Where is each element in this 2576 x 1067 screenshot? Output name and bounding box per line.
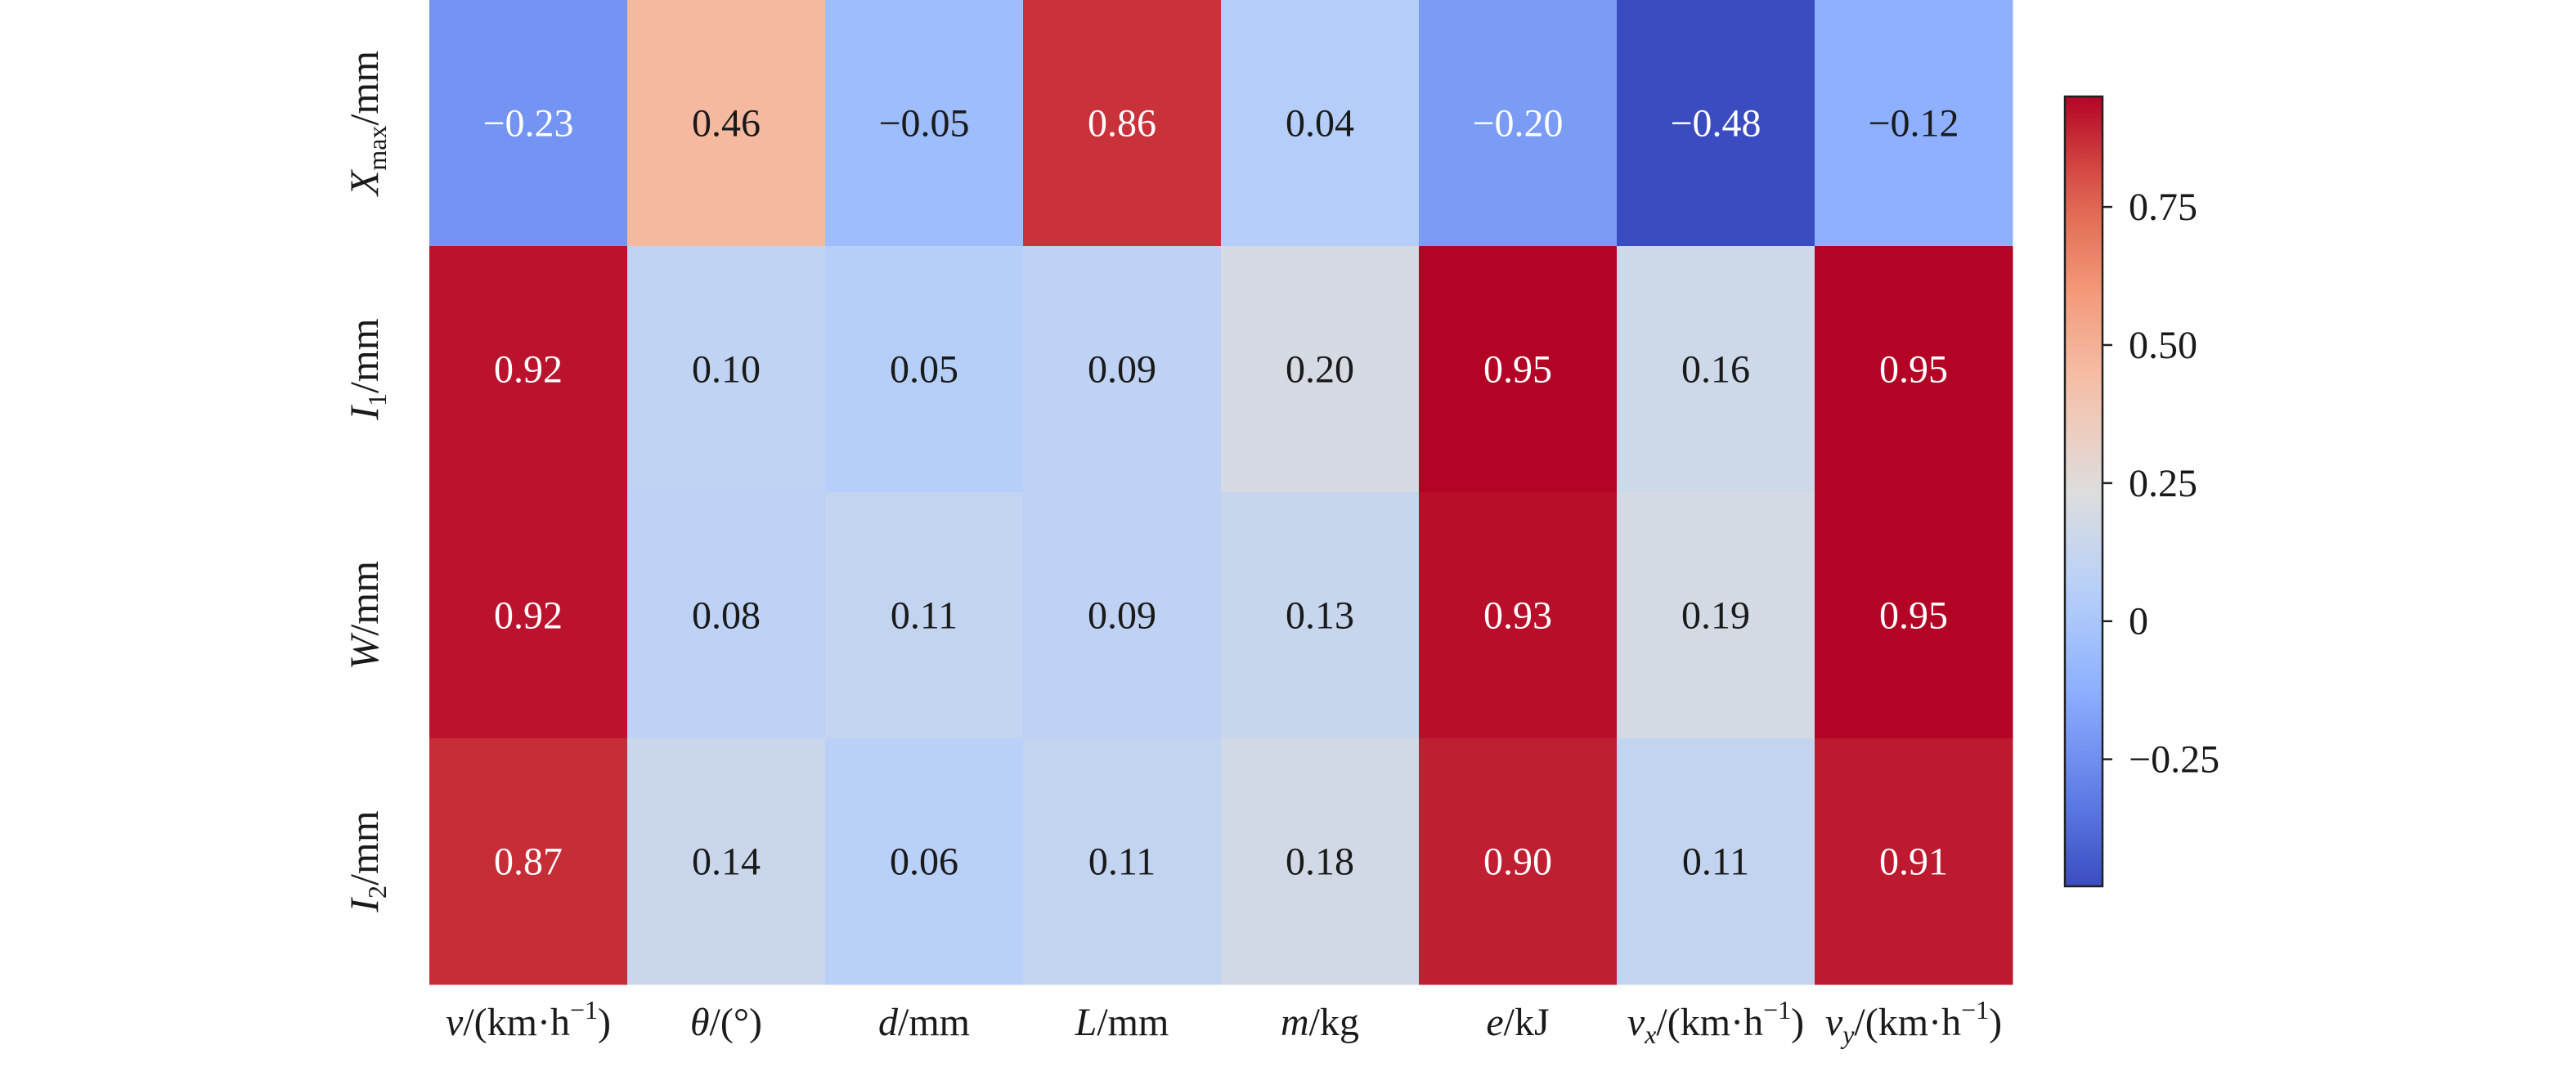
column-label: e/kJ [1486, 1001, 1549, 1044]
cell-value-label: 0.87 [494, 841, 563, 884]
heatmap-cell [825, 738, 1024, 985]
cell-value-label: 0.95 [1483, 348, 1552, 392]
cell-value-label: 0.86 [1088, 102, 1156, 146]
cell-value-label: 0.04 [1286, 102, 1354, 146]
cell-value-label: 0.06 [890, 841, 958, 884]
colorbar: −0.25 0 0.25 0.50 0.75 [2063, 95, 2219, 888]
colorbar-gradient [2065, 96, 2103, 886]
cell-value-label: −0.05 [878, 102, 969, 146]
svg-text:Xmax/mm: Xmax/mm [341, 51, 392, 197]
heatmap-cell [1221, 246, 1420, 493]
row-label: W/mm [341, 561, 387, 670]
heatmap-cell [1221, 738, 1420, 985]
heatmap-cell [1815, 492, 2013, 739]
heatmap-cell [429, 246, 628, 493]
heatmap-cell [627, 246, 826, 493]
heatmap-cell [825, 0, 1024, 247]
row-label: Xmax/mm [341, 51, 392, 197]
column-label: L/mm [1075, 1001, 1169, 1044]
cell-value-label: 0.09 [1088, 348, 1156, 392]
cell-value-label: −0.12 [1868, 102, 1959, 146]
cell-value-label: 0.11 [891, 594, 958, 638]
heatmap-cells: −0.23 0.46 −0.05 0.86 0.04 −0.20 −0.48 −0.12 0.9… [429, 0, 2013, 985]
heatmap-cell [1815, 246, 2013, 493]
heatmap-cell [1221, 492, 1420, 739]
heatmap-cell [1023, 492, 1222, 739]
heatmap-cell [429, 492, 628, 739]
colorbar-tick-label: 0.75 [2129, 186, 2197, 229]
column-label: θ/(°) [690, 1001, 762, 1044]
row-label: I2/mm [341, 810, 392, 912]
heatmap-cell [627, 0, 826, 247]
cell-value-label: 0.95 [1879, 348, 1948, 392]
heatmap-cell [1023, 0, 1222, 247]
column-labels: v/(km·h−1) θ/(°) d/mm L/mm m/kg e/kJ vx/(km·h−… [446, 995, 2002, 1049]
heatmap-cell [1815, 0, 2013, 247]
cell-value-label: 0.10 [692, 348, 761, 392]
cell-value-label: −0.23 [482, 102, 573, 146]
cell-value-label: 0.91 [1879, 841, 1948, 884]
heatmap-cell [825, 246, 1024, 493]
column-label: vx/(km·h−1) [1627, 995, 1804, 1049]
row-labels: Xmax/mm I1/mm W/mm I2/mm [341, 51, 392, 913]
svg-text:I1/mm: I1/mm [341, 318, 392, 420]
heatmap-cell [1023, 738, 1222, 985]
heatmap-cell [1617, 246, 1815, 493]
cell-value-label: 0.13 [1286, 594, 1354, 638]
cell-value-label: 0.05 [890, 348, 958, 392]
cell-value-label: 0.18 [1286, 841, 1354, 884]
heatmap-cell [627, 738, 826, 985]
cell-value-label: 0.20 [1286, 348, 1354, 392]
cell-value-label: 0.11 [1682, 841, 1749, 884]
heatmap-cell [825, 492, 1024, 739]
row-label: I1/mm [341, 318, 392, 420]
heatmap-cell [1221, 0, 1420, 247]
column-label: d/mm [878, 1001, 970, 1044]
cell-value-label: 0.92 [494, 594, 563, 638]
heatmap-cell [1023, 246, 1222, 493]
cell-value-label: 0.93 [1483, 594, 1552, 638]
cell-value-label: 0.19 [1681, 594, 1750, 638]
cell-value-label: 0.95 [1879, 594, 1948, 638]
colorbar-tick-label: 0.25 [2129, 462, 2197, 505]
heatmap-cell [429, 738, 628, 985]
cell-value-label: 0.16 [1681, 348, 1750, 392]
colorbar-frame [2063, 95, 2104, 888]
heatmap-cell [1617, 492, 1815, 739]
cell-value-label: 0.08 [692, 594, 761, 638]
cell-value-label: −0.48 [1670, 102, 1761, 146]
colorbar-tick-label: −0.25 [2129, 738, 2219, 782]
cell-value-label: 0.11 [1088, 841, 1156, 884]
heatmap-cell [1617, 738, 1815, 985]
cell-value-label: 0.14 [692, 841, 761, 884]
heatmap-cell [1419, 246, 1618, 493]
heatmap-cell [1419, 0, 1618, 247]
cell-value-label: 0.09 [1088, 594, 1156, 638]
svg-text:I2/mm: I2/mm [341, 810, 392, 912]
heatmap-cell [1815, 738, 2013, 985]
heatmap-cell [429, 0, 628, 247]
cell-value-label: −0.20 [1472, 102, 1563, 146]
column-label: m/kg [1281, 1001, 1359, 1044]
heatmap-cell [1419, 492, 1618, 739]
colorbar-tick-label: 0 [2129, 600, 2148, 643]
svg-text:W/mm: W/mm [341, 561, 387, 670]
column-label: vy/(km·h−1) [1825, 995, 2002, 1049]
heatmap-cell [627, 492, 826, 739]
cell-value-label: 0.46 [692, 102, 761, 146]
column-label: v/(km·h−1) [446, 995, 611, 1044]
cell-value-label: 0.92 [494, 348, 563, 392]
cell-value-label: 0.90 [1483, 841, 1552, 884]
colorbar-tick-label: 0.50 [2129, 324, 2197, 367]
heatmap-cell [1419, 738, 1618, 985]
heatmap-cell [1617, 0, 1815, 247]
